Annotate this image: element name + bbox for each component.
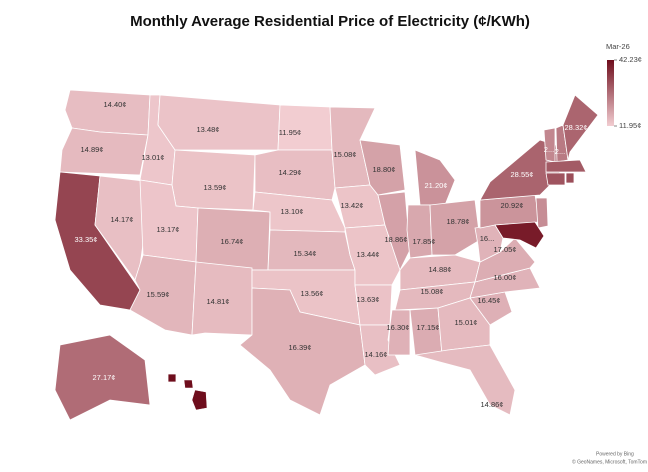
legend-label: 11.95¢ (619, 121, 641, 130)
state-region (545, 172, 566, 186)
value-label: 15.08¢ (334, 150, 357, 159)
state-region (167, 373, 177, 383)
value-label: 17.05¢ (494, 245, 517, 254)
state-region (354, 284, 393, 326)
state-region (414, 149, 456, 206)
value-label: 14.89¢ (81, 145, 104, 154)
value-label: 15.59¢ (147, 290, 170, 299)
value-label: 28.32¢ (565, 123, 588, 132)
state-region (565, 172, 575, 184)
state-region (54, 334, 151, 421)
value-label: 13.59¢ (204, 183, 227, 192)
value-label: 11.95¢ (279, 128, 301, 137)
value-label: 14.17¢ (111, 215, 134, 224)
state-region (545, 159, 587, 173)
chart-title: Monthly Average Residential Price of Ele… (130, 13, 530, 30)
value-label: 13.01¢ (142, 153, 165, 162)
value-label: 14.16¢ (365, 350, 388, 359)
value-label: 16.45¢ (478, 296, 501, 305)
state-region (191, 261, 253, 336)
state-region (359, 139, 406, 196)
value-label: 16.74¢ (221, 237, 244, 246)
state-region (157, 94, 281, 151)
state-region (535, 197, 549, 229)
value-label: 14.88¢ (429, 265, 452, 274)
value-label: 14.40¢ (104, 100, 127, 109)
state-region (183, 379, 194, 389)
value-label: 18.80¢ (373, 165, 396, 174)
legend-title: Mar-26 (606, 42, 630, 51)
attribution: © GeoNames, Microsoft, TomTom (572, 458, 647, 465)
value-label: 27.17¢ (93, 373, 116, 382)
value-label: 16.00¢ (494, 273, 517, 282)
value-label: 16.39¢ (289, 343, 312, 352)
state-region (171, 149, 256, 211)
value-label: 2... (555, 147, 565, 156)
value-label: 18.78¢ (447, 217, 470, 226)
state-region (406, 204, 433, 259)
value-label: 33.35¢ (75, 235, 98, 244)
value-label: 14.81¢ (207, 297, 230, 306)
state-region (494, 221, 545, 249)
value-label: 13.17¢ (157, 225, 180, 234)
state-region (191, 389, 208, 411)
value-label: 17.85¢ (413, 237, 436, 246)
value-label: 14.86¢ (481, 400, 504, 409)
value-label: 16... (480, 234, 495, 243)
value-label: 14.29¢ (279, 168, 302, 177)
value-label: 13.10¢ (281, 207, 304, 216)
state-region (387, 309, 411, 356)
value-label: 13.63¢ (357, 295, 380, 304)
value-label: 20.92¢ (501, 201, 524, 210)
state-region (377, 191, 411, 272)
state-region (429, 199, 481, 256)
value-label: 2... (544, 145, 554, 154)
state-region (64, 89, 151, 136)
legend-gradient (607, 60, 614, 126)
value-label: 13.56¢ (301, 289, 324, 298)
value-label: 15.08¢ (421, 287, 444, 296)
state-region (414, 344, 516, 416)
state-region (239, 287, 366, 416)
value-label: 17.15¢ (417, 323, 440, 332)
state-region (59, 127, 149, 176)
map: 14.40¢ 14.89¢ 33.35¢ 14.17¢ 13.01¢ 13.48¢ 13.5… (54, 89, 599, 421)
value-label: 13.42¢ (341, 201, 364, 210)
value-label: 13.48¢ (197, 125, 220, 134)
value-label: 21.20¢ (425, 181, 448, 190)
value-label: 15.34¢ (294, 249, 317, 258)
value-label: 13.44¢ (357, 250, 380, 259)
value-label: 16.30¢ (387, 323, 410, 332)
value-label: 18.86¢ (385, 235, 408, 244)
attribution: Powered by Bing (596, 451, 634, 457)
state-region (562, 94, 599, 161)
value-label: 28.55¢ (511, 170, 534, 179)
value-label: 15.01¢ (455, 318, 478, 327)
legend-label: 42.23¢ (619, 55, 642, 64)
